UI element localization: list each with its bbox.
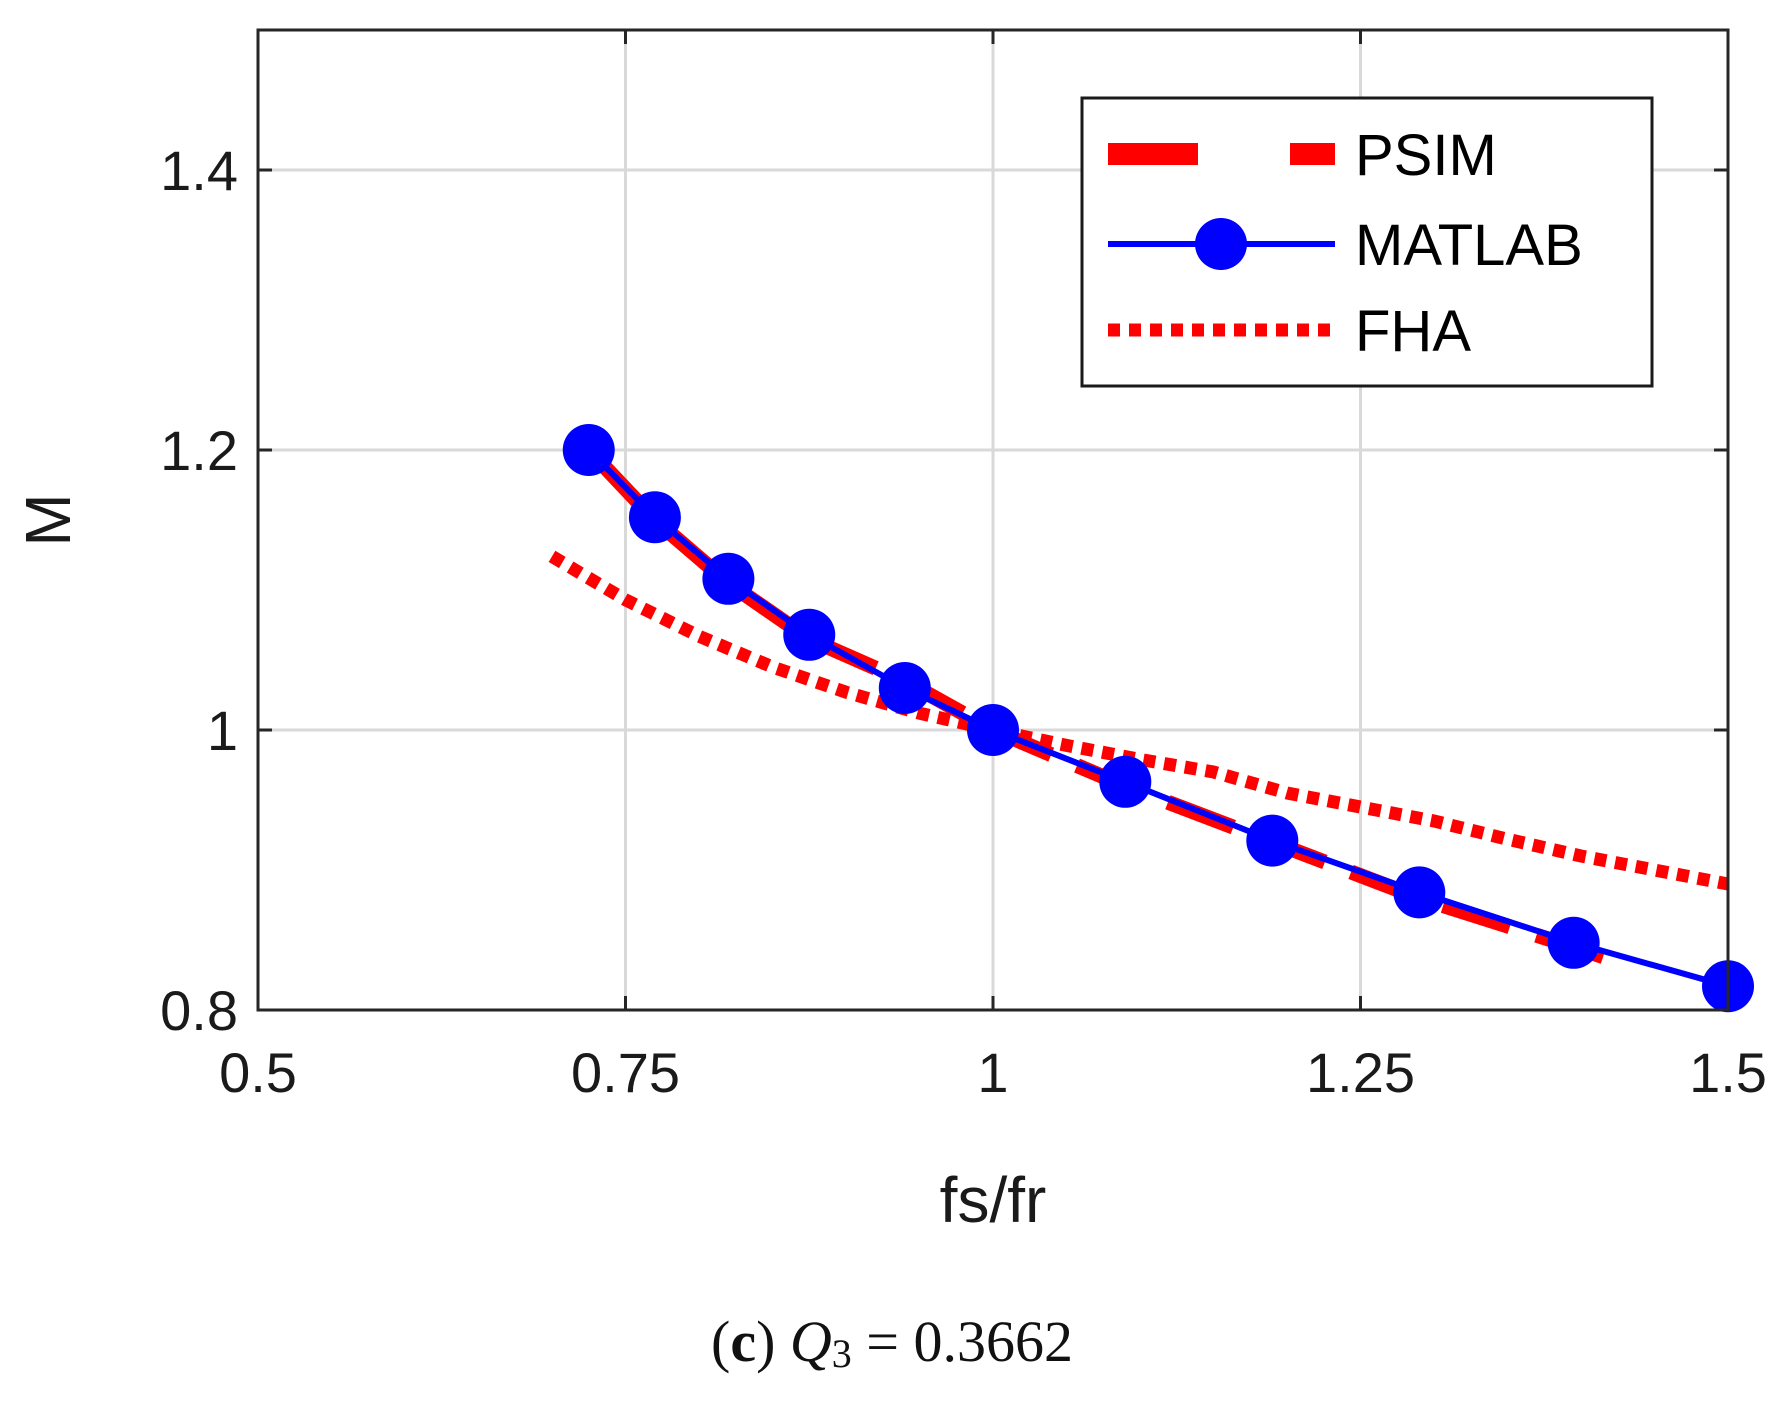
psim-line — [583, 444, 1628, 971]
fha-line — [548, 550, 1730, 891]
legend-label-fha: FHA — [1355, 299, 1471, 364]
matlab-marker — [783, 608, 836, 661]
tick-labels: 0.5 0.75 1 1.25 1.5 0.8 1 1.2 1.4 — [160, 139, 1767, 1104]
matlab-marker — [628, 491, 681, 544]
caption-var-subscript: 3 — [831, 1331, 852, 1376]
x-tick-label: 1.25 — [1306, 1041, 1415, 1104]
matlab-line — [586, 447, 1729, 990]
y-tick-label: 0.8 — [160, 979, 238, 1042]
x-axis-label: fs/fr — [940, 1164, 1047, 1236]
caption-open-paren: ( — [710, 1309, 731, 1374]
legend-label-matlab: MATLAB — [1355, 213, 1583, 278]
x-tick-label: 1.5 — [1689, 1041, 1767, 1104]
caption-value: = 0.3662 — [851, 1309, 1073, 1374]
caption-close-paren: ) — [756, 1309, 776, 1374]
matlab-marker — [967, 704, 1019, 756]
legend-label-psim: PSIM — [1355, 123, 1497, 188]
matlab-marker — [1393, 866, 1446, 919]
matlab-marker — [1099, 755, 1152, 808]
caption-variable: Q3 — [789, 1309, 852, 1376]
caption-var-letter: Q — [789, 1309, 832, 1374]
y-axis-label: M — [12, 493, 84, 546]
matlab-marker — [702, 552, 755, 605]
x-tick-label: 1 — [977, 1041, 1008, 1104]
caption-letter: c — [730, 1309, 757, 1374]
matlab-marker — [1246, 814, 1299, 867]
figure-caption: (c) Q3 = 0.3662 — [0, 1308, 1784, 1377]
matlab-marker — [562, 424, 615, 476]
x-tick-label: 0.75 — [571, 1041, 680, 1104]
legend: PSIM MATLAB FHA — [1080, 96, 1654, 388]
y-tick-label: 1 — [207, 699, 238, 762]
plot-series — [548, 424, 1754, 1013]
x-tick-label: 0.5 — [219, 1041, 297, 1104]
matlab-marker — [1547, 916, 1600, 969]
matlab-marker — [878, 662, 931, 714]
y-tick-label: 1.4 — [160, 139, 238, 202]
y-tick-label: 1.2 — [160, 419, 238, 482]
legend-matlab-marker — [1195, 218, 1247, 270]
ticks — [256, 30, 1730, 1012]
